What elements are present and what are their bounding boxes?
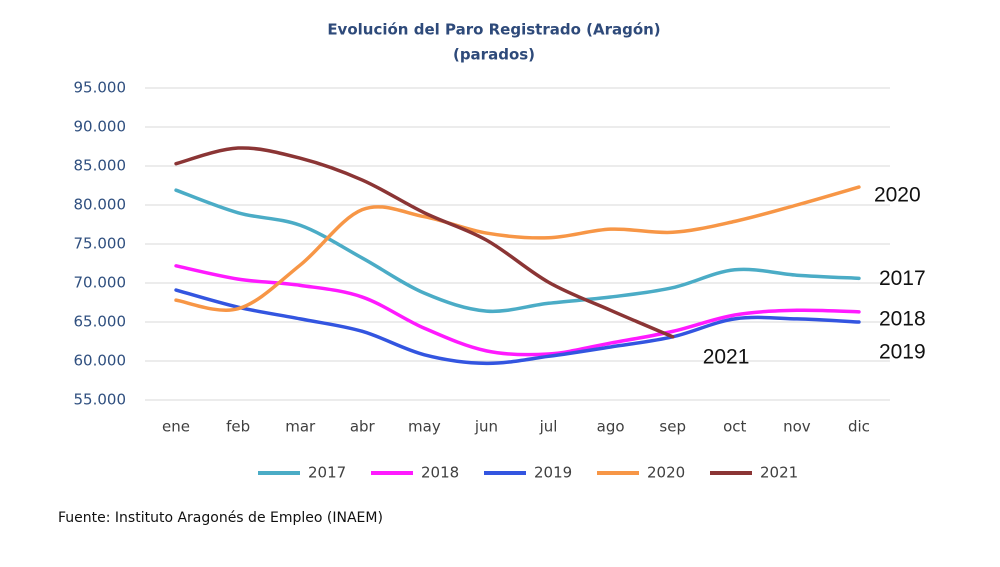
legend-label: 2021 bbox=[760, 464, 798, 482]
legend-label: 2017 bbox=[308, 464, 346, 482]
y-tick-label: 85.000 bbox=[74, 157, 127, 175]
x-tick-label: ene bbox=[162, 418, 190, 436]
x-tick-label: ago bbox=[597, 418, 625, 436]
legend-label: 2018 bbox=[421, 464, 459, 482]
series-end-label: 2019 bbox=[879, 341, 926, 364]
x-tick-label: nov bbox=[783, 418, 811, 436]
legend-label: 2020 bbox=[647, 464, 685, 482]
source-note: Fuente: Instituto Aragonés de Empleo (IN… bbox=[58, 510, 383, 526]
x-tick-label: feb bbox=[226, 418, 250, 436]
series-end-label: 2018 bbox=[879, 307, 926, 330]
y-tick-label: 90.000 bbox=[74, 118, 127, 136]
y-tick-label: 55.000 bbox=[74, 391, 127, 409]
series-line bbox=[174, 288, 861, 366]
x-tick-label: jun bbox=[474, 418, 498, 436]
series-end-label: 2017 bbox=[879, 267, 926, 290]
y-tick-label: 80.000 bbox=[74, 196, 127, 214]
y-tick-label: 75.000 bbox=[74, 235, 127, 253]
series-line bbox=[174, 185, 861, 312]
series-end-label: 2020 bbox=[874, 184, 921, 207]
series-line bbox=[174, 146, 675, 339]
chart-subtitle: (parados) bbox=[453, 46, 535, 64]
y-tick-label: 95.000 bbox=[74, 79, 127, 97]
x-tick-label: sep bbox=[659, 418, 686, 436]
y-tick-label: 60.000 bbox=[74, 352, 127, 370]
chart-title: Evolución del Paro Registrado (Aragón) bbox=[327, 21, 660, 39]
x-tick-label: jul bbox=[539, 418, 558, 436]
series-line bbox=[174, 188, 861, 314]
x-tick-label: dic bbox=[848, 418, 870, 436]
series-end-label: 2021 bbox=[703, 345, 750, 368]
x-tick-label: abr bbox=[350, 418, 376, 436]
y-tick-label: 70.000 bbox=[74, 274, 127, 292]
x-tick-label: oct bbox=[723, 418, 746, 436]
x-tick-label: mar bbox=[285, 418, 316, 436]
x-tick-label: may bbox=[408, 418, 441, 436]
y-tick-label: 65.000 bbox=[74, 313, 127, 331]
legend-label: 2019 bbox=[534, 464, 572, 482]
series-line bbox=[174, 264, 861, 357]
